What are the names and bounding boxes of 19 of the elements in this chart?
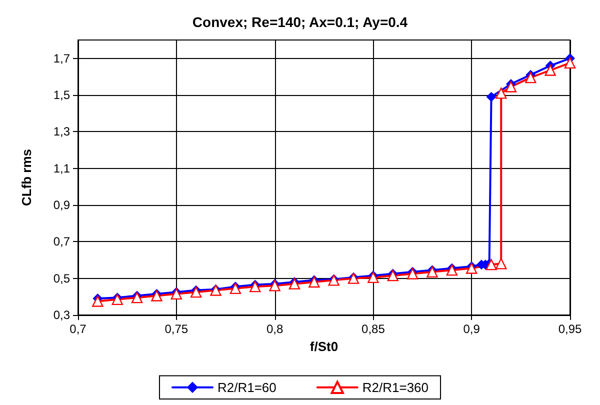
- y-tick-label: 0,9: [53, 198, 70, 212]
- x-tick-label: 0,85: [362, 322, 386, 336]
- x-tick-label: 0,8: [266, 322, 284, 336]
- y-tick-label: 1,7: [53, 51, 70, 66]
- y-axis-title: CLfb rms: [19, 148, 34, 206]
- x-axis-title: f/St0: [310, 339, 338, 354]
- y-tick-label: 0,3: [53, 308, 70, 322]
- y-tick-label: 1,3: [53, 124, 70, 139]
- x-tick-label: 0,95: [558, 322, 582, 336]
- y-tick-label: 1,5: [53, 88, 70, 102]
- x-tick-label: 0,7: [70, 322, 87, 336]
- y-tick-label: 0,7: [53, 234, 70, 249]
- x-tick-label: 0,9: [463, 322, 480, 336]
- legend-label: R2/R1=60: [217, 380, 276, 395]
- legend-label: R2/R1=360: [362, 380, 429, 395]
- chart-title: Convex; Re=140; Ax=0.1; Ay=0.4: [192, 14, 408, 30]
- y-tick-label: 1,1: [53, 161, 70, 176]
- y-tick-label: 0,5: [53, 271, 70, 286]
- x-tick-label: 0,75: [164, 322, 188, 336]
